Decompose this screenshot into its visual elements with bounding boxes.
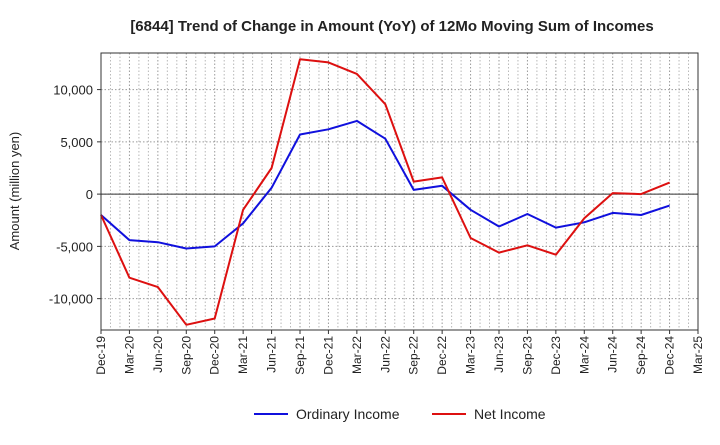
y-tick-label: 0 [86,187,93,202]
x-tick-label: Jun-23 [492,336,506,373]
series-line-net-income [100,58,670,326]
x-tick-label: Dec-23 [549,336,563,375]
x-tick-labels: Dec-19 Mar-20 Jun-20 Sep-20 Dec-20 Mar-21 Jun-… [94,330,705,375]
series-line-ordinary-income [100,119,670,250]
legend: Ordinary Income Net Income [254,406,546,422]
x-tick-label: Dec-20 [208,336,222,375]
x-tick-label: Sep-22 [407,336,421,375]
plot-area [100,52,699,331]
y-axis-label: Amount (million yen) [7,132,22,251]
grid [100,53,699,330]
x-tick-label: Jun-22 [378,336,392,373]
x-tick-label: Mar-24 [577,336,591,374]
x-tick-label: Jun-20 [151,336,165,373]
x-tick-label: Dec-24 [663,336,677,375]
chart-title: [6844] Trend of Change in Amount (YoY) o… [130,18,653,35]
x-tick-label: Mar-25 [691,336,705,374]
y-tick-label: 5,000 [60,135,93,150]
x-tick-label: Sep-20 [179,336,193,375]
x-tick-label: Jun-24 [606,336,620,373]
series-group [100,58,670,326]
x-tick-label: Dec-21 [321,336,335,375]
x-tick-label: Sep-23 [520,336,534,375]
y-tick-label: -5,000 [56,239,93,254]
legend-label-ordinary-income: Ordinary Income [296,406,400,422]
x-tick-label: Mar-22 [350,336,364,374]
x-tick-label: Mar-21 [236,336,250,374]
x-tick-label: Sep-21 [293,336,307,375]
legend-label-net-income: Net Income [474,406,546,422]
x-tick-label: Jun-21 [265,336,279,373]
x-tick-label: Mar-20 [122,336,136,374]
x-tick-label: Dec-19 [94,336,108,375]
y-tick-labels: -10,000 -5,000 0 5,000 10,000 [49,83,101,307]
x-tick-label: Dec-22 [435,336,449,375]
x-tick-label: Sep-24 [634,336,648,375]
y-tick-label: 10,000 [53,83,93,98]
y-tick-label: -10,000 [49,292,93,307]
x-tick-label: Mar-23 [464,336,478,374]
